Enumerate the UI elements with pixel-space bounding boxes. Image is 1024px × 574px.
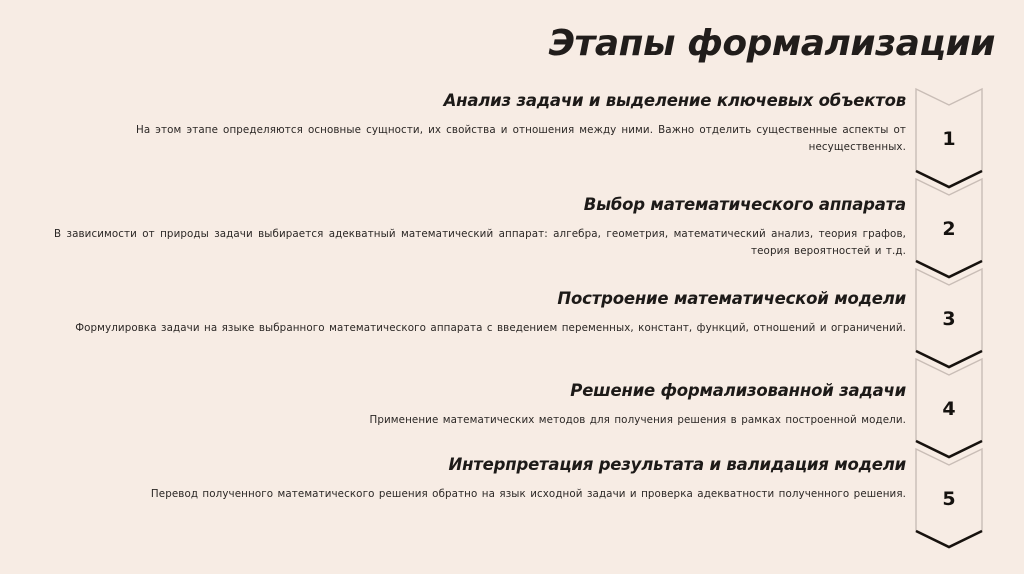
step-item: Интерпретация результата и валидация мод…	[0, 455, 906, 503]
step-body: В зависимости от природы задачи выбирает…	[54, 227, 906, 257]
chevron-marker: 4	[915, 357, 983, 459]
step-body: На этом этапе определяются основные сущн…	[136, 123, 906, 153]
step-body: Перевод полученного математического реше…	[150, 487, 906, 500]
chevron-marker: 2	[915, 177, 983, 279]
step-heading: Интерпретация результата и валидация мод…	[448, 455, 906, 474]
step-body: Формулировка задачи на языке выбранного …	[75, 321, 906, 334]
step-item: Выбор математического аппарата В зависим…	[0, 195, 906, 259]
chevron-marker: 1	[915, 87, 983, 189]
step-heading: Выбор математического аппарата	[583, 195, 906, 214]
step-item: Построение математической модели Формули…	[0, 289, 906, 337]
step-item: Анализ задачи и выделение ключевых объек…	[0, 91, 907, 155]
step-body: Применение математических методов для по…	[369, 413, 906, 426]
page-title: Этапы формализации	[548, 23, 996, 64]
chevron-marker: 5	[915, 447, 983, 549]
step-number-rail: 1 2 3 4	[915, 87, 985, 549]
chevron-marker: 3	[915, 267, 983, 369]
step-heading: Анализ задачи и выделение ключевых объек…	[443, 91, 907, 110]
step-heading: Решение формализованной задачи	[570, 381, 906, 400]
step-heading: Построение математической модели	[557, 289, 906, 308]
step-item: Решение формализованной задачи Применени…	[0, 381, 907, 429]
